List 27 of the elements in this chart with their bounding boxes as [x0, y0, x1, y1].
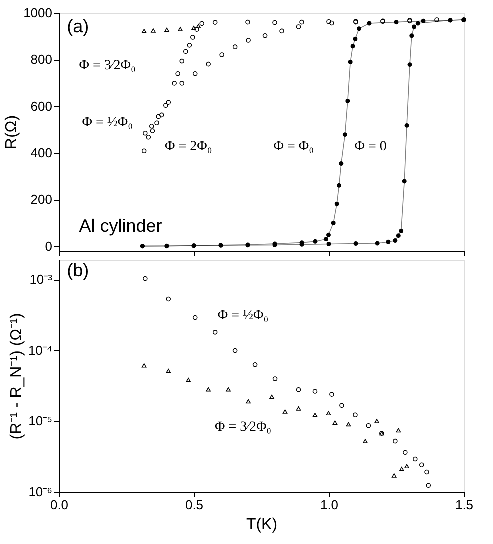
x-tick-label: 0.5: [185, 498, 204, 512]
x-axis-title: T(K): [246, 516, 278, 534]
annotation: Φ = 3⁄2Φ₀: [79, 58, 136, 74]
annotation: (b): [67, 260, 90, 281]
annotation: Al cylinder: [79, 216, 162, 236]
y-tick-label: 10⁻⁴: [28, 342, 52, 358]
y-tick-label: 10⁻³: [30, 272, 54, 288]
annotation: Φ = Φ₀: [274, 139, 314, 154]
y-tick-label: 800: [30, 52, 52, 68]
y-tick-label: 10⁻⁶: [28, 484, 52, 500]
annotation: (a): [67, 16, 90, 36]
annotation: Φ = 2Φ₀: [164, 139, 212, 154]
annotation: Φ = 3⁄2Φ₀: [214, 420, 272, 436]
y-tick-label: 200: [30, 192, 52, 208]
x-tick-label: 1.0: [320, 498, 339, 512]
y-axis-title: (R⁻¹ - R_N⁻¹) (Ω⁻¹): [8, 313, 26, 440]
x-tick-label: 1.5: [455, 498, 474, 512]
y-tick-label: 400: [30, 146, 52, 160]
y-tick-label: 10⁻⁵: [28, 414, 52, 429]
y-axis-title: R(Ω): [4, 115, 21, 150]
annotation: Φ = ½Φ₀: [218, 308, 269, 324]
y-tick-label: 0: [45, 238, 52, 254]
x-tick-label: 0.0: [50, 498, 69, 512]
y-tick-label: 1000: [24, 6, 52, 20]
annotation: Φ = 0: [354, 139, 387, 154]
annotation: Φ = ½Φ₀: [82, 115, 134, 130]
y-tick-label: 600: [30, 98, 52, 114]
